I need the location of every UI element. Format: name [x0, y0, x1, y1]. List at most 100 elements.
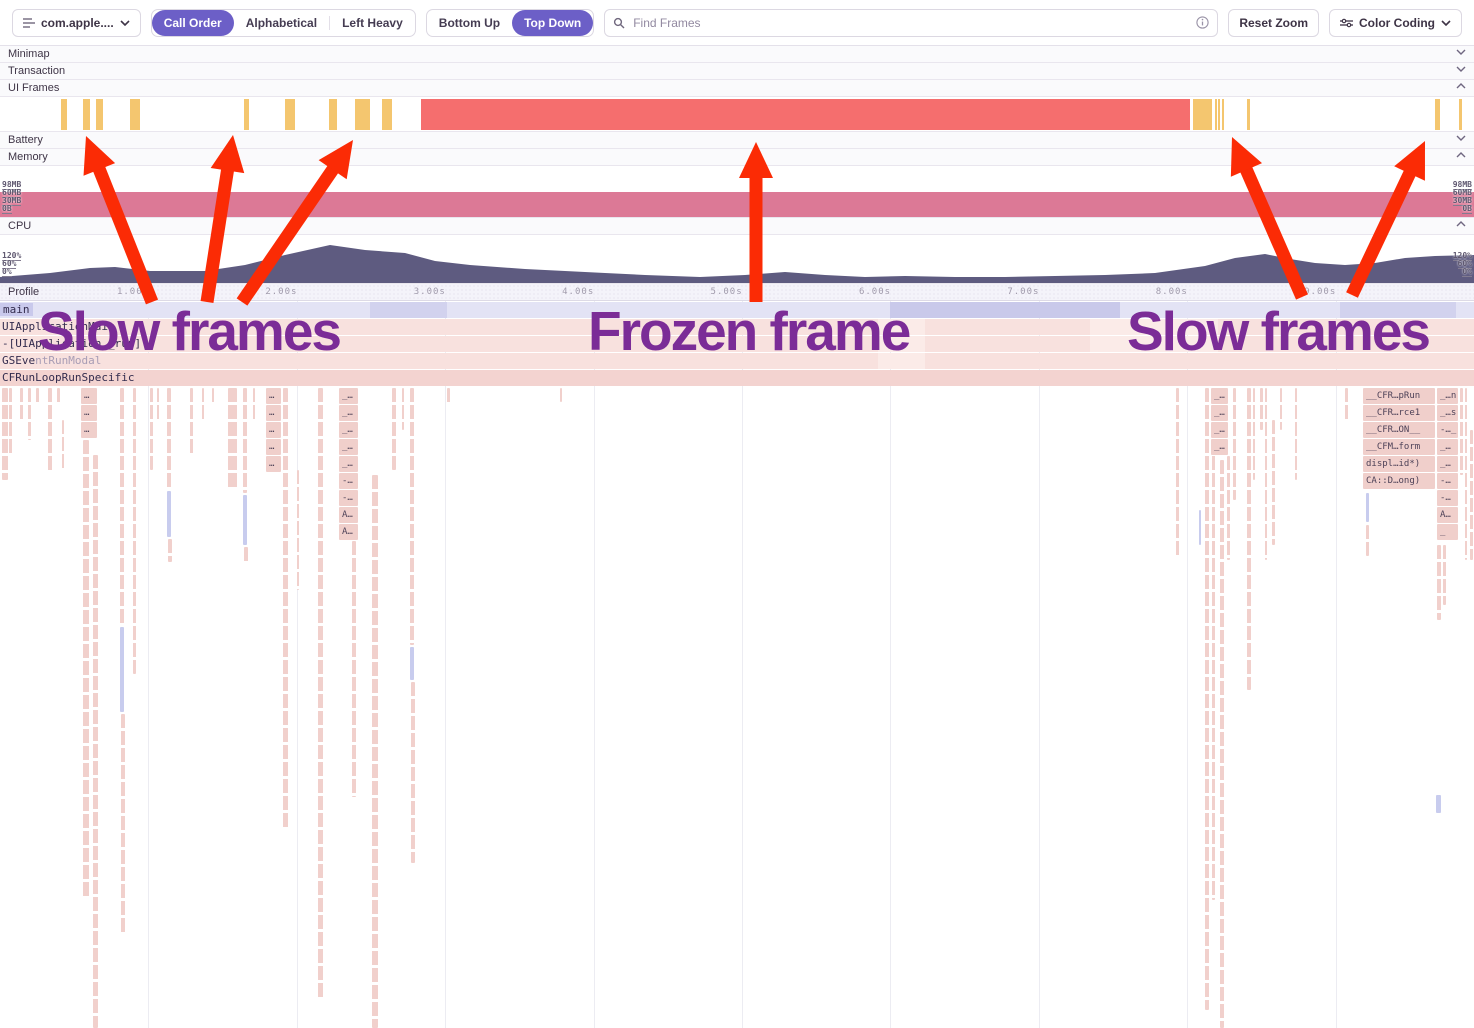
flame-mini-frame[interactable]: _… — [339, 456, 358, 472]
flame-stack-column[interactable] — [402, 388, 404, 430]
flame-mini-frame[interactable]: -… — [339, 490, 358, 506]
track-header-transaction[interactable]: Transaction — [0, 63, 1474, 80]
flame-mini-frame[interactable]: … — [266, 405, 281, 421]
flame-mini-frame[interactable]: _… — [339, 439, 358, 455]
flame-stack-column[interactable] — [244, 547, 248, 562]
slow-frame-bar[interactable] — [1435, 99, 1440, 130]
flame-mini-frame[interactable]: _… — [1437, 456, 1458, 472]
flame-mini-frame[interactable]: _… — [1437, 439, 1458, 455]
flame-frame-row[interactable]: -[UIApplication _run] — [0, 336, 1474, 352]
flame-mini-frame[interactable]: -… — [1437, 473, 1458, 489]
flame-stack-column[interactable] — [167, 388, 171, 489]
flame-stack-column[interactable] — [1233, 388, 1236, 500]
cpu-track[interactable]: 120% 120% 60% 60% 0% 0% — [0, 235, 1474, 284]
flame-stack-column[interactable] — [133, 388, 136, 674]
flame-mini-frame[interactable]: __CFR…rce1 — [1363, 405, 1435, 421]
track-header-minimap[interactable]: Minimap — [0, 46, 1474, 63]
flame-stack-column[interactable] — [57, 388, 60, 404]
slow-frame-bar[interactable] — [244, 99, 249, 130]
flame-frame-row[interactable]: CFRunLoopRunSpecific — [0, 370, 1474, 386]
flame-mini-frame[interactable]: -… — [339, 473, 358, 489]
flame-stack-column[interactable] — [157, 388, 159, 420]
slow-frame-bar[interactable] — [1459, 99, 1462, 130]
slow-frame-bar[interactable] — [61, 99, 67, 130]
flame-stack-column-selected[interactable] — [1199, 510, 1201, 545]
flame-stack-column[interactable] — [1437, 545, 1441, 620]
flame-stack-column[interactable] — [1176, 388, 1179, 558]
flame-mini-frame[interactable]: _…s — [1437, 405, 1458, 421]
flame-stack-column[interactable] — [410, 388, 414, 645]
flame-stack-column[interactable] — [352, 541, 356, 797]
ui-frames-track[interactable] — [0, 97, 1474, 132]
flame-stack-column[interactable] — [168, 539, 172, 562]
flame-stack-column[interactable] — [150, 388, 153, 470]
info-icon[interactable] — [1196, 16, 1209, 29]
slow-frame-bar[interactable] — [130, 99, 140, 130]
find-frames-search[interactable] — [604, 8, 1219, 37]
flame-mini-frame[interactable]: … — [266, 456, 281, 472]
flame-mini-frame[interactable]: -…_ — [1437, 422, 1458, 438]
chevron-down-icon[interactable] — [1456, 49, 1466, 55]
flame-stack-column[interactable] — [283, 388, 288, 830]
flame-stack-column[interactable] — [20, 388, 23, 420]
track-header-battery[interactable]: Battery — [0, 132, 1474, 149]
flame-stack-column[interactable] — [1260, 388, 1263, 430]
flame-stack-column[interactable] — [1220, 460, 1224, 1028]
flame-stack-column-selected[interactable] — [410, 647, 414, 680]
flame-mini-frame[interactable]: … — [266, 422, 281, 438]
flame-stack-column[interactable] — [36, 388, 39, 404]
flame-stack-column[interactable] — [318, 388, 323, 1000]
slow-frame-bar[interactable] — [83, 99, 90, 130]
flame-stack-column[interactable] — [1265, 388, 1267, 560]
flame-frame-row[interactable]: UIApplicationMain — [0, 319, 1474, 335]
flame-stack-column[interactable] — [560, 388, 562, 402]
flame-stack-column[interactable] — [1253, 388, 1255, 480]
slow-frame-bar[interactable] — [382, 99, 392, 130]
flame-frame-row[interactable]: main — [0, 302, 1474, 318]
flame-stack-column[interactable] — [253, 388, 255, 420]
flame-stack-column[interactable] — [1280, 388, 1282, 430]
flame-stack-column-selected[interactable] — [1366, 493, 1369, 522]
chevron-down-icon[interactable] — [1456, 66, 1466, 72]
flame-mini-frame[interactable]: … — [81, 422, 97, 438]
flame-stack-column[interactable] — [372, 475, 378, 1028]
color-coding-dropdown[interactable]: Color Coding — [1329, 8, 1462, 37]
slow-frame-bar[interactable] — [1193, 99, 1212, 130]
flame-stack-column-selected[interactable] — [167, 491, 171, 537]
slow-frame-bar[interactable] — [355, 99, 370, 130]
flame-stack-column[interactable] — [243, 388, 247, 493]
sort-option-left-heavy[interactable]: Left Heavy — [342, 15, 403, 30]
flame-stack-column[interactable] — [28, 388, 31, 440]
flame-mini-frame[interactable]: … — [81, 388, 97, 404]
flame-mini-frame[interactable]: __CFM…form — [1363, 439, 1435, 455]
flame-stack-column[interactable] — [190, 388, 193, 455]
flame-mini-frame[interactable]: displ…id*) — [1363, 456, 1435, 472]
flame-stack-column[interactable] — [1443, 545, 1446, 605]
flame-stack-column[interactable] — [228, 388, 237, 490]
flame-mini-frame[interactable]: … — [266, 439, 281, 455]
frozen-frame-bar[interactable] — [421, 99, 1190, 130]
flame-stack-column[interactable] — [1227, 456, 1230, 560]
slow-frame-bar[interactable] — [329, 99, 337, 130]
track-header-ui-frames[interactable]: UI Frames — [0, 80, 1474, 97]
slow-frame-bar[interactable] — [1247, 99, 1250, 130]
flame-stack-column[interactable] — [1366, 525, 1369, 556]
flame-stack-column[interactable] — [212, 388, 214, 404]
flame-mini-frame[interactable]: … — [81, 405, 97, 421]
sort-option-alphabetical[interactable]: Alphabetical — [245, 15, 318, 30]
flame-stack-column[interactable] — [1212, 388, 1215, 900]
flame-stack-column[interactable] — [83, 440, 89, 898]
flame-stack-column[interactable] — [93, 455, 98, 1028]
track-header-memory[interactable]: Memory — [0, 149, 1474, 166]
flame-mini-frame[interactable]: __CFR…pRun — [1363, 388, 1435, 404]
flame-mini-frame[interactable]: _… — [339, 388, 358, 404]
flame-stack-column[interactable] — [411, 682, 415, 863]
flame-stack-column[interactable] — [1470, 430, 1473, 560]
profile-time-axis[interactable]: Profile 1.00s 2.00s 3.00s 4.00s 5.00s 6.00s 7.0… — [0, 284, 1474, 301]
flame-stack-column[interactable] — [1247, 388, 1251, 690]
flame-mini-frame[interactable]: A… — [1437, 507, 1458, 523]
chevron-up-icon[interactable] — [1456, 221, 1466, 227]
slow-frame-bar[interactable] — [1215, 99, 1217, 130]
direction-option-top-down[interactable]: Top Down — [512, 9, 594, 36]
flame-mini-frame[interactable]: _… — [339, 405, 358, 421]
